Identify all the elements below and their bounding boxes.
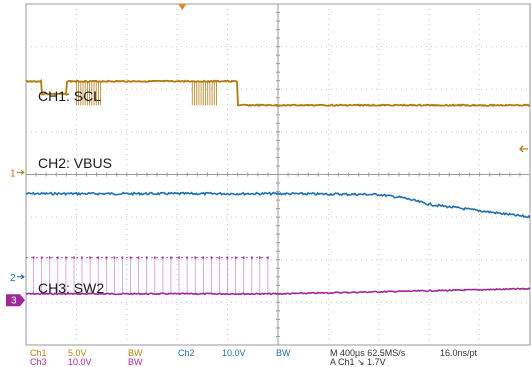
trigger-position-marker [178,4,187,10]
ch1-ground-marker: 1 [10,168,16,179]
ch1-bw-readout: BW [128,348,143,358]
trigger-level-marker [519,145,528,153]
ch2-trace [25,191,531,219]
channel-markers: 1 2 3 [6,4,528,307]
timebase-readout: M 400µs 62.5MS/s [330,348,406,358]
ch3-scale-readout: 10.0V [68,357,92,367]
waveform-traces [25,78,531,296]
ch2-ground-arrow [17,274,25,280]
trigger-readout: A Ch1 ↘ 1.7V [330,357,386,367]
ch2-readout-label: Ch2 [178,348,195,358]
ch1-label: CH1: SCL [38,88,101,104]
ch3-label: CH3: SW2 [38,280,104,296]
channel-labels: CH1: SCL CH2: VBUS CH3: SW2 [38,88,112,296]
ch3-ground-tag [6,294,25,307]
ch1-scale-readout: 5.0V [68,348,87,358]
ch1-readout-label: Ch1 [30,348,47,358]
ch2-scale-readout: 10.0V [222,348,246,358]
ch3-trace [25,287,531,296]
graticule-grid [25,3,531,346]
ch3-ground-marker: 3 [11,296,17,307]
ch3-readout-label: Ch3 [30,357,47,367]
ch2-bw-readout: BW [276,348,291,358]
ch1-ground-arrow [17,169,25,175]
ch2-label: CH2: VBUS [38,155,112,171]
ch2-ground-marker: 2 [10,273,16,284]
ch1-trace [25,78,531,108]
record-length-readout: 16.0ns/pt [440,348,478,358]
ch3-bw-readout: BW [128,357,143,367]
